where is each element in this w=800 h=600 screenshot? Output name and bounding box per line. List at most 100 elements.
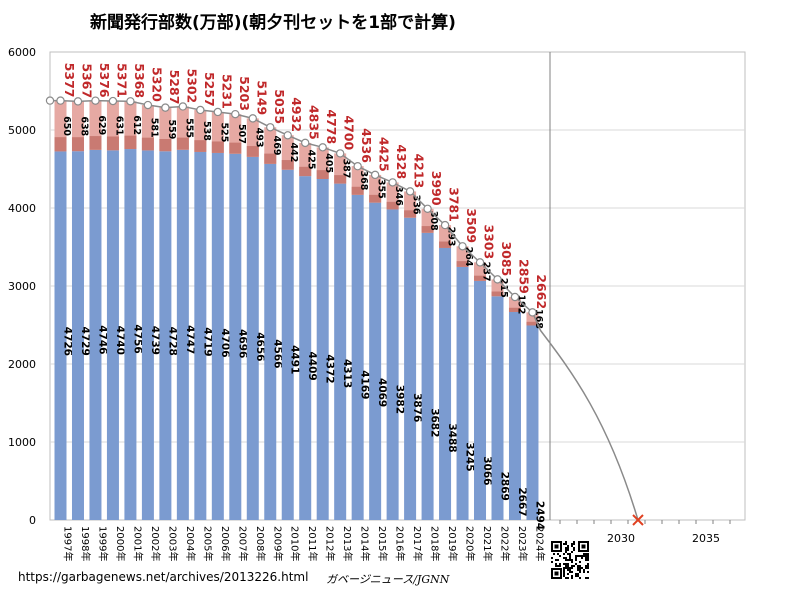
total-value-label: 4536 [359, 128, 374, 163]
bar-segment-band [246, 146, 259, 157]
bar-segment-band [439, 241, 452, 248]
bar-value-label: 3488 [446, 423, 458, 452]
x-tick-label: 2035 [692, 532, 720, 545]
trend-point [266, 123, 275, 132]
trend-point [248, 114, 257, 123]
trend-point [388, 178, 397, 187]
x-category-label: 2014年 [359, 526, 372, 561]
y-tick-label: 1000 [8, 436, 36, 449]
bar-segment-band [106, 136, 119, 151]
x-category-label: 2001年 [131, 526, 144, 561]
bar-segment-band [369, 194, 382, 203]
bar-segment-band [526, 321, 539, 326]
bar-upper-label: 469 [271, 136, 282, 156]
bar-segment-band [229, 142, 242, 154]
x-category-label: 2021年 [481, 526, 494, 561]
bar-segment-main [124, 149, 137, 521]
trend-point [353, 161, 362, 171]
trend-point [423, 204, 432, 213]
bar-upper-label: 264 [463, 247, 474, 267]
bar-segment-band [404, 210, 417, 218]
bar-segment-main [264, 163, 277, 521]
x-category-label: 2013年 [341, 526, 354, 561]
total-value-label: 5203 [237, 76, 252, 111]
bar-upper-label: 387 [341, 159, 352, 179]
trend-point [440, 220, 450, 230]
x-tick-label: 2030 [607, 532, 635, 545]
x-category-label: 2003年 [166, 526, 179, 561]
y-tick-label: 2000 [8, 358, 36, 371]
x-category-label: 2017年 [411, 526, 424, 561]
bar-upper-label: 629 [96, 115, 107, 135]
bar-value-label: 4696 [236, 329, 248, 358]
x-category-label: 2009年 [271, 526, 284, 561]
bar-value-label: 4372 [324, 354, 336, 383]
total-value-label: 5231 [219, 74, 234, 109]
bar-segment-upper [508, 296, 521, 312]
bar-segment-band [89, 136, 102, 150]
bar-segment-band [316, 170, 329, 179]
bar-upper-label: 638 [78, 116, 89, 136]
trend-point [301, 138, 310, 148]
bar-segment-main [54, 151, 67, 520]
trend-point [126, 97, 135, 106]
bar-value-label: 4069 [376, 378, 388, 407]
qr-code-icon[interactable] [551, 541, 589, 579]
bar-segment-main [106, 150, 119, 520]
x-category-label: 2018年 [429, 526, 442, 561]
x-category-label: 2024年 [533, 526, 546, 561]
x-category-label: 2012年 [324, 526, 337, 561]
x-category-label: 2010年 [289, 526, 302, 561]
bar-upper-label: 215 [498, 278, 509, 298]
bar-segment-band [474, 275, 487, 281]
bar-upper-label: 425 [306, 150, 317, 170]
trend-point [475, 258, 485, 267]
trend-point [231, 109, 240, 119]
bar-value-label: 4409 [306, 351, 318, 380]
bar-upper-label: 612 [131, 115, 142, 135]
trend-point [108, 96, 118, 106]
total-value-label: 3085 [499, 241, 514, 276]
bar-segment-band [176, 137, 189, 150]
bar-value-label: 4656 [254, 332, 266, 361]
source-credit: ガベージニュース/JGNN [326, 573, 450, 586]
bar-segment-main [89, 149, 102, 520]
total-value-label: 5149 [254, 80, 269, 115]
bar-upper-label: 493 [253, 128, 264, 148]
bar-value-label: 4729 [79, 327, 91, 356]
bar-upper-label: 355 [376, 179, 387, 199]
bar-upper-label: 336 [411, 195, 422, 215]
total-value-label: 4425 [377, 137, 392, 172]
x-category-label: 1998年 [79, 526, 92, 561]
bar-segment-band [281, 160, 294, 170]
x-category-label: 2022年 [499, 526, 512, 561]
source-url[interactable]: https://garbagenews.net/archives/2013226… [18, 570, 309, 584]
bar-value-label: 2667 [516, 487, 528, 516]
x-category-label: 2005年 [201, 526, 214, 561]
x-category-label: 2000年 [114, 526, 127, 561]
total-value-label: 2859 [516, 259, 531, 294]
trend-point [335, 149, 345, 158]
bar-value-label: 3066 [481, 456, 493, 485]
bar-segment-band [508, 307, 521, 312]
bar-upper-label: 237 [481, 262, 492, 282]
bar-upper-label: 555 [183, 118, 194, 138]
trend-point [370, 170, 380, 180]
bar-segment-main [246, 156, 259, 520]
x-category-label: 2011年 [306, 526, 319, 561]
bar-segment-main [229, 153, 242, 520]
trend-point [73, 97, 83, 106]
bar-upper-label: 581 [148, 118, 159, 138]
projected-zero-marker [632, 514, 644, 526]
bar-segment-main [526, 325, 539, 520]
bar-segment-main [351, 194, 364, 520]
trend-point [45, 96, 55, 105]
bar-upper-label: 368 [358, 171, 369, 191]
bar-segment-main [456, 266, 469, 520]
bar-segment-band [211, 141, 224, 153]
bar-value-label: 4740 [114, 326, 126, 355]
bar-segment-main [491, 296, 504, 520]
y-tick-label: 5000 [8, 124, 36, 137]
total-value-label: 4835 [307, 105, 322, 140]
bar-value-label: 4566 [271, 339, 283, 368]
